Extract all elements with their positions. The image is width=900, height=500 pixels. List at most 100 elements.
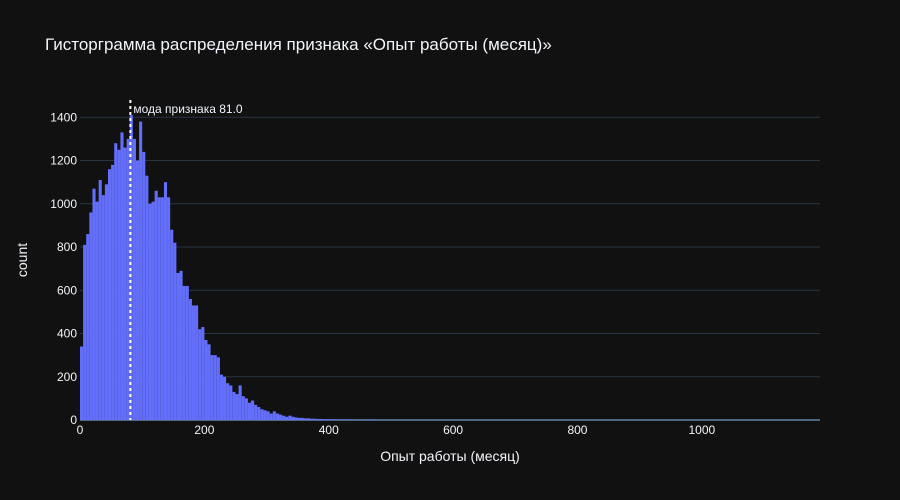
histogram-bar (300, 417, 304, 420)
histogram-bar (173, 242, 177, 420)
histogram-bar (251, 400, 255, 420)
histogram-bar (160, 197, 164, 420)
y-tick-label: 400 (57, 327, 77, 341)
histogram-bar (201, 327, 205, 420)
histogram-bar (263, 410, 267, 420)
histogram-bar (210, 355, 214, 420)
histogram-bar (167, 197, 171, 420)
histogram-bar (328, 419, 332, 420)
x-tick-label: 1000 (688, 423, 715, 437)
y-tick-label: 600 (57, 283, 77, 297)
histogram-bar (145, 175, 149, 420)
histogram-bar (297, 417, 301, 420)
histogram-bar (92, 188, 96, 420)
x-tick-label: 400 (319, 423, 339, 437)
histogram-bar (275, 413, 279, 420)
histogram-bar (310, 418, 314, 420)
histogram-bar (191, 305, 196, 420)
histogram-bar (120, 132, 124, 420)
histogram-bar (241, 396, 245, 420)
histogram-bar (95, 201, 99, 420)
y-tick-label: 1000 (50, 197, 77, 211)
y-tick-label: 0 (70, 413, 77, 427)
histogram-bar (313, 418, 317, 420)
x-tick-label: 800 (567, 423, 587, 437)
histogram-bar (182, 285, 186, 420)
histogram-bar (176, 272, 180, 420)
histogram-bars (80, 115, 376, 421)
histogram-bar (98, 180, 102, 420)
histogram-bar (117, 149, 121, 420)
histogram-bar (272, 411, 276, 420)
histogram-bar (126, 138, 130, 420)
histogram-bar (235, 394, 239, 420)
chart-title: Гисторграмма распределения признака «Опы… (45, 35, 552, 54)
histogram-bar (223, 376, 227, 420)
histogram-bar (303, 418, 307, 420)
histogram-bar (83, 244, 87, 420)
histogram-bar (266, 411, 270, 420)
histogram-bar (101, 195, 105, 420)
histogram-bar (198, 329, 202, 420)
histogram-bar (132, 138, 136, 420)
histogram-bar (306, 418, 311, 420)
histogram-bar (157, 197, 161, 420)
histogram-bar (129, 115, 133, 420)
y-tick-label: 1200 (50, 154, 77, 168)
y-tick-label: 200 (57, 370, 77, 384)
histogram-bar (278, 414, 283, 420)
histogram-bar (232, 391, 236, 420)
y-tick-label: 800 (57, 240, 77, 254)
histogram-bar (226, 383, 230, 420)
histogram-bar (86, 234, 90, 420)
histogram-bar (142, 151, 146, 420)
histogram-bar (179, 270, 183, 420)
x-tick-label: 600 (443, 423, 463, 437)
histogram-bar (216, 357, 220, 420)
histogram-bar (114, 143, 118, 421)
y-tick-label: 1400 (50, 110, 77, 124)
histogram-bar (104, 184, 108, 420)
histogram-bar (213, 355, 217, 420)
histogram-bar (319, 418, 323, 420)
mode-annotation: мода признака 81.0 (133, 102, 243, 116)
histogram-bar (80, 346, 84, 420)
histogram-bar (151, 201, 155, 420)
histogram-bar (291, 416, 295, 420)
histogram-bar (282, 415, 286, 420)
histogram-bar (254, 404, 258, 420)
histogram-bar (154, 190, 158, 420)
histogram-bar (247, 402, 252, 420)
histogram-bar (163, 182, 168, 420)
histogram-bar (107, 169, 112, 420)
histogram-bar (285, 416, 289, 420)
histogram-bar (325, 419, 329, 420)
histogram-bar (89, 212, 93, 420)
x-tick-label: 0 (77, 423, 84, 437)
histogram-bar (238, 385, 242, 420)
histogram-bar (219, 374, 224, 420)
histogram-bar (195, 305, 199, 420)
histogram-bar (260, 409, 264, 420)
x-axis-title: Опыт работы (месяц) (380, 448, 520, 464)
histogram-bar (331, 419, 335, 420)
histogram-bar (257, 407, 261, 420)
histogram-bar (135, 160, 140, 421)
histogram-bar (269, 413, 273, 420)
x-tick-label: 200 (194, 423, 214, 437)
y-axis-title: count (14, 243, 30, 277)
histogram-bar (322, 419, 326, 420)
histogram-bar (229, 385, 233, 420)
histogram-bar (123, 147, 127, 420)
histogram-bar (188, 298, 192, 420)
histogram-bar (244, 398, 248, 420)
histogram-bar (185, 285, 189, 420)
histogram-bar (316, 418, 320, 420)
histogram-bar (207, 344, 211, 420)
x-axis-ticks: 0 200 400 600 800 1000 (77, 423, 716, 437)
y-axis-ticks: 0 200 400 600 800 1000 1200 1400 (50, 110, 77, 427)
histogram-bar (111, 164, 115, 420)
histogram-bar (170, 229, 174, 420)
histogram-bar (288, 415, 292, 420)
